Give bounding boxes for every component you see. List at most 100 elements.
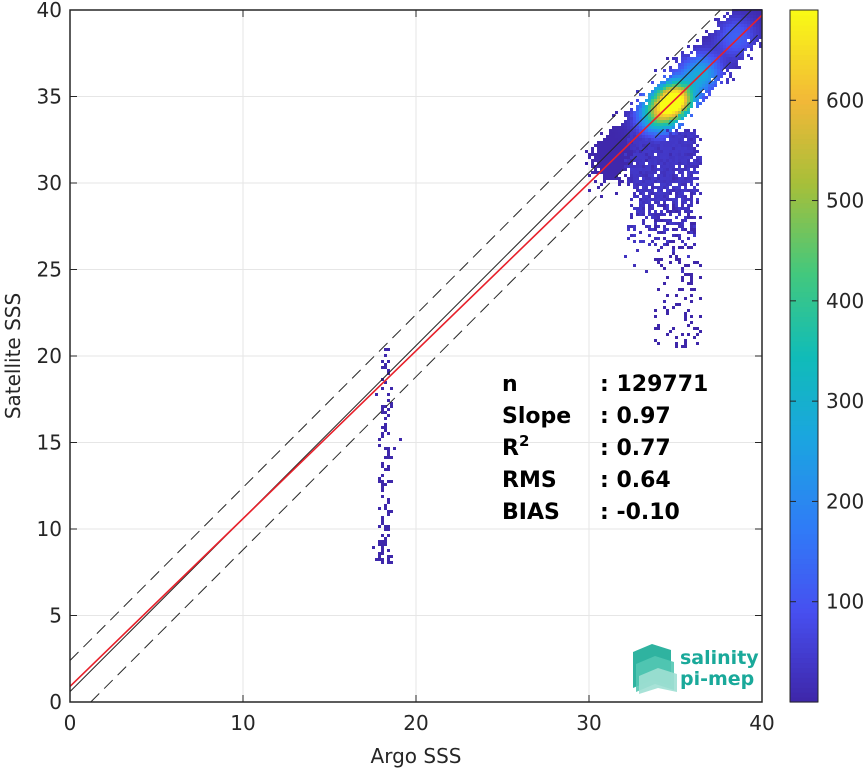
density-point — [627, 138, 630, 141]
density-point — [666, 219, 669, 222]
density-point — [627, 237, 630, 240]
density-point — [642, 147, 645, 150]
density-point — [693, 96, 696, 99]
density-point — [651, 159, 654, 162]
density-point — [387, 348, 390, 351]
density-point — [606, 168, 609, 171]
density-point — [639, 240, 642, 243]
density-point — [690, 192, 693, 195]
density-point — [645, 198, 648, 201]
density-point — [654, 177, 657, 180]
density-point — [648, 108, 651, 111]
density-point — [681, 144, 684, 147]
density-point — [630, 153, 633, 156]
density-point — [681, 267, 684, 270]
density-point — [729, 60, 732, 63]
density-point — [720, 69, 723, 72]
colorbar-segment — [790, 301, 818, 308]
density-point — [732, 24, 735, 27]
density-point — [660, 129, 663, 132]
density-point — [720, 48, 723, 51]
density-point — [678, 75, 681, 78]
density-point — [639, 144, 642, 147]
colorbar-tick-label: 300 — [826, 389, 864, 413]
density-point — [675, 195, 678, 198]
colorbar-segment — [790, 464, 818, 471]
density-point — [756, 21, 759, 24]
density-point — [741, 30, 744, 33]
density-point — [678, 192, 681, 195]
density-point — [636, 132, 639, 135]
stat-value: : 0.97 — [600, 404, 671, 429]
density-point — [597, 150, 600, 153]
colorbar-segment — [790, 444, 818, 451]
density-point — [687, 282, 690, 285]
density-point — [696, 90, 699, 93]
density-point — [714, 69, 717, 72]
density-point — [630, 180, 633, 183]
density-point — [687, 168, 690, 171]
density-point — [717, 33, 720, 36]
colorbar-segment — [790, 59, 818, 65]
density-point — [660, 138, 663, 141]
density-point — [693, 69, 696, 72]
density-point — [387, 465, 390, 468]
density-point — [660, 198, 663, 201]
density-point — [660, 264, 663, 267]
density-point — [678, 132, 681, 135]
density-point — [735, 45, 738, 48]
density-point — [630, 162, 633, 165]
density-point — [696, 327, 699, 330]
density-point — [690, 141, 693, 144]
density-point — [687, 54, 690, 57]
density-point — [675, 102, 678, 105]
density-point — [654, 135, 657, 138]
density-point — [633, 135, 636, 138]
density-point — [657, 111, 660, 114]
colorbar-segment — [790, 316, 818, 322]
density-point — [723, 48, 726, 51]
density-point — [660, 90, 663, 93]
density-point — [693, 90, 696, 93]
density-point — [711, 72, 714, 75]
density-point — [720, 21, 723, 24]
density-point — [621, 129, 624, 132]
density-point — [645, 180, 648, 183]
density-point — [672, 240, 675, 243]
colorbar-segment — [790, 291, 818, 298]
density-point — [699, 69, 702, 72]
density-point — [687, 213, 690, 216]
density-point — [675, 186, 678, 189]
density-point — [669, 93, 672, 96]
density-point — [600, 183, 603, 186]
density-point — [660, 153, 663, 156]
density-point — [696, 177, 699, 180]
density-point — [636, 189, 639, 192]
density-point — [735, 60, 738, 63]
density-point — [669, 105, 672, 108]
density-point — [696, 84, 699, 87]
density-point — [672, 327, 675, 330]
density-point — [726, 42, 729, 45]
density-point — [687, 141, 690, 144]
density-point — [663, 180, 666, 183]
density-point — [696, 333, 699, 336]
density-point — [663, 201, 666, 204]
density-point — [594, 171, 597, 174]
density-point — [675, 258, 678, 261]
density-point — [639, 174, 642, 177]
density-point — [654, 132, 657, 135]
density-point — [732, 57, 735, 60]
density-point — [660, 204, 663, 207]
density-point — [720, 42, 723, 45]
density-point — [384, 405, 387, 408]
density-point — [669, 108, 672, 111]
density-point — [657, 168, 660, 171]
density-point — [708, 84, 711, 87]
density-point — [618, 129, 621, 132]
density-point — [705, 81, 708, 84]
density-point — [720, 66, 723, 69]
colorbar-segment — [790, 153, 818, 159]
density-point — [660, 87, 663, 90]
density-point — [666, 204, 669, 207]
